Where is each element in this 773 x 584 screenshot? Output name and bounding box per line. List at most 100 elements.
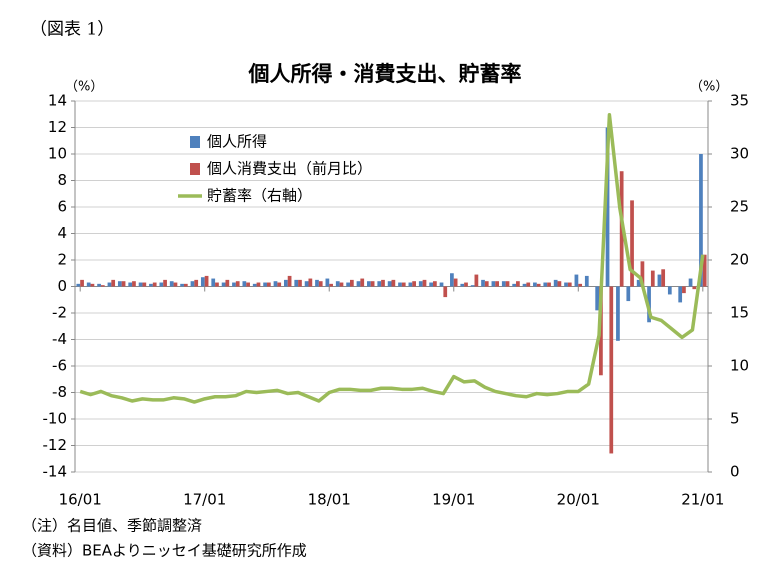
x-tick-label: 18/01 [308, 491, 351, 509]
y-tick-label: 8 [57, 171, 67, 189]
bar [370, 281, 375, 287]
y-tick-label: 10 [48, 145, 67, 163]
x-tick-label: 19/01 [432, 491, 475, 509]
y2-tick-label: 30 [730, 145, 749, 163]
bar [117, 281, 122, 287]
bar [80, 279, 84, 287]
bar [128, 282, 133, 287]
bar [329, 283, 333, 287]
x-tick-label: 17/01 [183, 491, 226, 509]
bar [381, 279, 385, 287]
bar [495, 281, 500, 287]
bar [557, 281, 562, 287]
bar [97, 283, 101, 287]
bar [152, 282, 157, 287]
x-tick-label: 21/01 [681, 491, 724, 509]
bar [429, 282, 434, 287]
y-tick-label: -12 [43, 436, 68, 454]
y2-tick-label: 5 [730, 410, 740, 428]
bar [100, 285, 105, 287]
bar [453, 278, 458, 287]
bar [246, 282, 250, 287]
bar [367, 281, 371, 287]
bar [356, 281, 361, 287]
y2-unit: （%） [690, 80, 728, 95]
legend-label: 個人所得 [207, 133, 267, 151]
bar [315, 279, 319, 287]
bar [678, 286, 683, 303]
bar [277, 282, 282, 287]
y-tick-label: 2 [57, 251, 67, 269]
y-unit: （%） [65, 80, 103, 95]
y2-tick-label: 15 [730, 304, 749, 322]
note: （注）名目値、季節調整済 [22, 517, 202, 535]
y-tick-label: 0 [57, 277, 67, 295]
bar [505, 281, 510, 287]
y2-tick-label: 10 [730, 357, 749, 375]
bar [630, 200, 634, 287]
bar [232, 282, 236, 287]
bar [491, 281, 496, 287]
bar [443, 286, 448, 298]
legend-label: 個人消費支出（前月比） [207, 160, 372, 178]
bar [657, 274, 662, 287]
y-tick-label: 4 [57, 224, 67, 242]
bar [661, 269, 666, 287]
bar [204, 275, 209, 287]
bar [325, 278, 330, 287]
legend-label: 貯蓄率（右軸） [207, 187, 312, 205]
bar [667, 286, 672, 295]
bar [339, 282, 344, 287]
bar [522, 283, 527, 287]
bar [283, 279, 288, 287]
bar [418, 281, 423, 287]
y-tick-label: -2 [52, 304, 67, 322]
bar [484, 281, 489, 287]
bar [263, 282, 267, 287]
bar [533, 282, 537, 287]
bar [256, 282, 261, 287]
bar [702, 254, 707, 287]
legend-swatch [190, 163, 200, 175]
bar [173, 282, 178, 287]
bar [516, 281, 520, 287]
bar [474, 274, 479, 287]
bar [86, 282, 91, 287]
bar [512, 283, 517, 287]
bar [481, 279, 485, 287]
bar [439, 282, 444, 287]
y-tick-label: -10 [43, 410, 68, 428]
bar [578, 283, 583, 287]
bar [574, 274, 579, 287]
bar [335, 281, 340, 287]
bar [190, 281, 195, 287]
bar [408, 282, 413, 287]
bar [433, 281, 437, 287]
x-tick-label: 16/01 [59, 491, 102, 509]
bar [90, 283, 95, 287]
bar [699, 154, 703, 287]
bar [107, 282, 112, 287]
bar [547, 282, 551, 287]
line [79, 113, 705, 404]
bar [183, 283, 188, 287]
bar [470, 285, 475, 287]
bar [536, 283, 541, 287]
chart-title: 個人所得・消費支出、貯蓄率 [248, 62, 522, 86]
bar [304, 281, 309, 287]
y-tick-label: -6 [52, 357, 67, 375]
bar [564, 282, 568, 287]
bar [377, 281, 382, 287]
y-tick-label: 6 [57, 198, 67, 216]
bar [609, 286, 614, 454]
legend-swatch [190, 136, 200, 148]
y-tick-label: 14 [48, 92, 67, 110]
bar [682, 286, 686, 294]
bar [132, 281, 136, 287]
bar [650, 270, 655, 287]
bar [688, 278, 693, 287]
bar [640, 261, 645, 287]
y2-tick-label: 20 [730, 251, 749, 269]
bar [692, 286, 697, 290]
bar [294, 279, 299, 287]
